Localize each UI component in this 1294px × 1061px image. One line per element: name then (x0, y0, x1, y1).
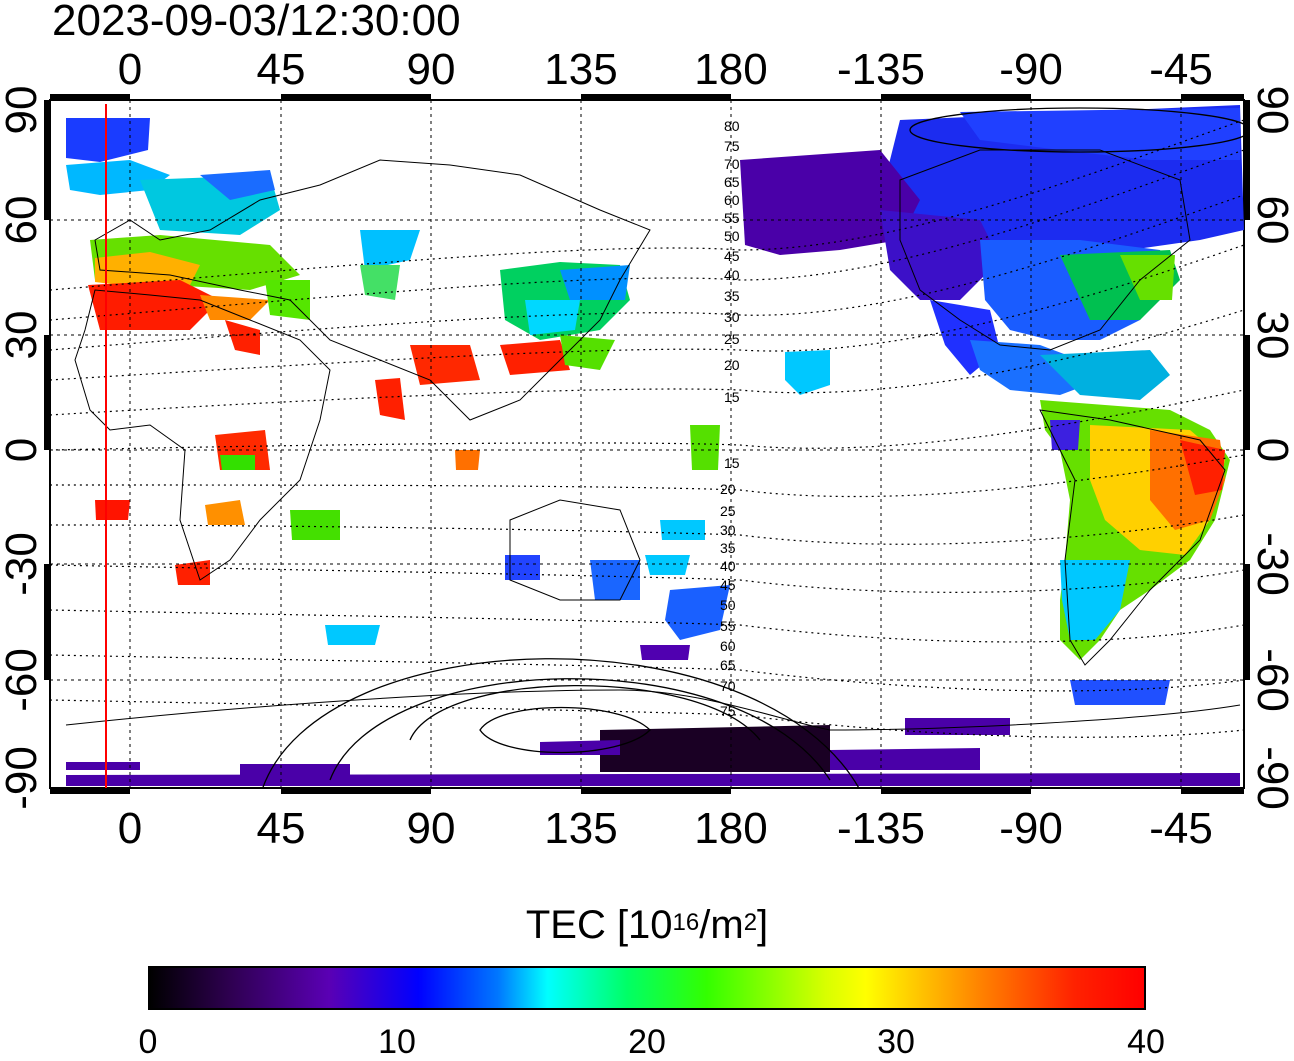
lat-tick-label: -60 (0, 648, 46, 712)
contour-label: 60 (720, 638, 736, 654)
contour-label: 15 (724, 455, 740, 471)
lon-tick-label: 45 (257, 45, 306, 94)
lon-tick-label: 135 (544, 45, 617, 94)
contour-label: 50 (720, 597, 736, 613)
contour-label: 15 (724, 389, 740, 405)
lon-tick-label: 135 (544, 804, 617, 853)
contour-label: 75 (724, 138, 740, 154)
lat-tick-label: 30 (0, 311, 46, 360)
tec-map: 80 75 70 65 60 55 50 45 40 35 30 25 20 1… (0, 45, 1294, 853)
lat-ticks-right: 90 60 30 0 -30 -60 -90 (1248, 86, 1294, 810)
colorbar-label-exp2: 2 (743, 909, 758, 936)
contour-label: 55 (724, 210, 740, 226)
lon-tick-label: 90 (407, 45, 456, 94)
colorbar-label-main: TEC [10 (525, 903, 673, 947)
contour-label: 40 (724, 267, 740, 283)
contour-label: 60 (724, 192, 740, 208)
contour-label: 25 (724, 331, 740, 347)
frame-tick-marks (44, 94, 1250, 794)
lat-ticks-left: 90 60 30 0 -30 -60 -90 (0, 86, 46, 810)
contour-label: 20 (724, 357, 740, 373)
lon-tick-label: -45 (1149, 45, 1213, 94)
lon-tick-label: -90 (999, 45, 1063, 94)
lon-tick-label: 180 (694, 45, 767, 94)
contour-label: 45 (720, 577, 736, 593)
lon-tick-label: 0 (118, 45, 142, 94)
lon-tick-label: -135 (837, 804, 925, 853)
contour-labels: 80 75 70 65 60 55 50 45 40 35 30 25 20 1… (720, 118, 740, 719)
contour-label: 35 (720, 540, 736, 556)
lat-tick-label: 90 (1248, 86, 1294, 135)
lat-tick-label: 60 (0, 196, 46, 245)
timestamp-title: 2023-09-03/12:30:00 (52, 0, 461, 45)
colorbar-label-end: ] (757, 903, 769, 947)
magnetic-latitude-contours (50, 119, 1244, 738)
contour-label: 50 (724, 228, 740, 244)
graticule (50, 100, 1244, 788)
contour-label: 70 (724, 156, 740, 172)
colorbar-tick: 40 (1127, 1023, 1165, 1061)
lon-ticks-top: 0 45 90 135 180 -135 -90 -45 (118, 45, 1213, 94)
lon-tick-label: 0 (118, 804, 142, 853)
lat-tick-label: -90 (0, 746, 46, 810)
lon-tick-label: 45 (257, 804, 306, 853)
contour-label: 30 (720, 522, 736, 538)
lat-tick-label: 0 (0, 438, 46, 462)
lon-tick-label: 180 (694, 804, 767, 853)
colorbar (148, 966, 1146, 1010)
contour-label: 45 (724, 248, 740, 264)
lat-tick-label: 0 (1248, 438, 1294, 462)
colorbar-tick: 0 (138, 1023, 158, 1061)
colorbar-label-mid: /m (699, 903, 744, 947)
colorbar-title: TEC [1016/m2] (0, 902, 1294, 948)
lat-tick-label: 60 (1248, 196, 1294, 245)
lat-tick-label: -30 (1248, 532, 1294, 596)
lat-tick-label: 30 (1248, 311, 1294, 360)
contour-label: 80 (724, 118, 740, 134)
colorbar-tick: 20 (628, 1023, 666, 1061)
contour-label: 20 (720, 481, 736, 497)
coastlines (65, 149, 1241, 731)
contour-label: 65 (720, 657, 736, 673)
colorbar-tick: 30 (877, 1023, 915, 1061)
contour-label: 40 (720, 558, 736, 574)
lat-tick-label: 90 (0, 86, 46, 135)
lat-tick-label: -30 (0, 532, 46, 596)
lon-tick-label: -45 (1149, 804, 1213, 853)
lat-tick-label: -60 (1248, 648, 1294, 712)
tec-data-layer (66, 105, 1244, 786)
lon-tick-label: -135 (837, 45, 925, 94)
lon-tick-label: -90 (999, 804, 1063, 853)
contour-label: 75 (720, 703, 736, 719)
colorbar-tick: 10 (378, 1023, 416, 1061)
lon-ticks-bottom: 0 45 90 135 180 -135 -90 -45 (118, 804, 1213, 853)
contour-label: 30 (724, 309, 740, 325)
contour-label: 65 (724, 174, 740, 190)
contour-label: 35 (724, 288, 740, 304)
contour-label: 70 (720, 678, 736, 694)
contour-label: 55 (720, 618, 736, 634)
lon-tick-label: 90 (407, 804, 456, 853)
colorbar-label-exp1: 16 (672, 909, 700, 936)
lat-tick-label: -90 (1248, 746, 1294, 810)
contour-label: 25 (720, 503, 736, 519)
